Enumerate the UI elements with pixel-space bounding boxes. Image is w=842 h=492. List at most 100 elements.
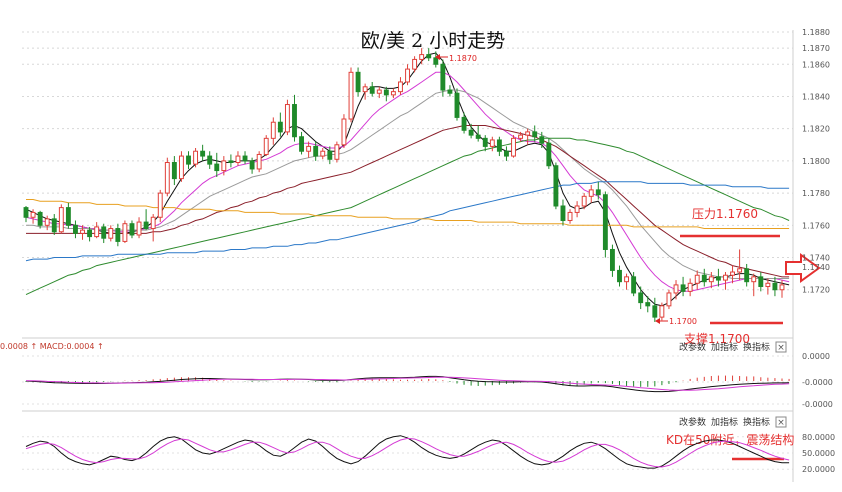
candle-body xyxy=(263,137,269,155)
candle-body xyxy=(419,54,425,60)
candle-body xyxy=(715,276,721,281)
price-tick-label: 1.1720 xyxy=(802,286,830,295)
price-axis: 1.1880 1.1870 1.1860 1.1840 1.1820 1.1800 1.17… xyxy=(802,28,830,295)
candle-body xyxy=(214,163,220,172)
macd-grid xyxy=(22,355,793,405)
candle-body xyxy=(412,58,418,70)
candle-body xyxy=(299,136,304,152)
resistance-label: 压力1.1760 xyxy=(692,207,758,221)
support-label: 支撑1.1700 xyxy=(684,331,750,346)
candle-body xyxy=(341,118,347,146)
candle-body xyxy=(37,211,43,226)
candle-body xyxy=(334,144,340,160)
macd-close-button[interactable] xyxy=(775,341,787,353)
candle-body xyxy=(659,305,665,318)
candle-body xyxy=(249,160,255,170)
candle-body xyxy=(398,81,403,93)
candle-body xyxy=(115,228,121,242)
kd-close-icon: × xyxy=(777,418,785,428)
candle-body xyxy=(744,268,750,283)
candle-body xyxy=(44,218,50,226)
kd-tick-label: 20.0000 xyxy=(802,465,835,474)
kd-params-button[interactable]: 改参数 xyxy=(679,416,706,428)
candle-body xyxy=(200,150,206,157)
candle-body xyxy=(150,216,156,230)
candle-body xyxy=(292,104,297,138)
candle-body xyxy=(186,155,191,165)
macd-params-button[interactable]: 改参数 xyxy=(679,341,706,353)
candle-body xyxy=(504,150,509,157)
macd-dea-line xyxy=(25,376,790,391)
low-marker-arrow xyxy=(655,318,660,324)
kd-add-indicator-button[interactable]: 加指标 xyxy=(711,416,738,428)
candle-body xyxy=(73,224,78,234)
candle-body xyxy=(383,89,389,96)
candle-body xyxy=(80,229,85,234)
price-tick-label: 1.1780 xyxy=(802,189,830,198)
candle-body xyxy=(447,89,453,94)
candle-body xyxy=(242,155,248,162)
candle-body xyxy=(532,131,538,138)
candle-body xyxy=(602,194,608,250)
candle-body xyxy=(122,223,128,242)
chart-title: 欧/美 2 小时走势 xyxy=(361,30,506,52)
kd-grid xyxy=(22,436,793,470)
high-marker-arrow xyxy=(435,54,440,60)
candle-body xyxy=(617,269,622,283)
candle-body xyxy=(87,229,93,238)
macd-header: 0.0008 ↑ MACD:0.0004 ↑ xyxy=(0,342,104,351)
candle-body xyxy=(489,139,495,147)
candle-body xyxy=(468,129,474,136)
candle-body xyxy=(673,284,679,294)
kd-close-button[interactable] xyxy=(775,416,787,428)
candle-body xyxy=(525,131,531,136)
candle-body xyxy=(687,282,693,292)
candle-body xyxy=(631,276,637,294)
candle-body xyxy=(624,276,630,283)
candlestick-series xyxy=(23,48,785,322)
kd-switch-indicator-button[interactable]: 换指标 xyxy=(743,416,770,428)
low-price-label: 1.1700 xyxy=(669,317,697,326)
price-tick-label: 1.1760 xyxy=(802,221,830,230)
candle-body xyxy=(143,221,149,230)
ma-line xyxy=(26,199,790,229)
candle-body xyxy=(108,228,114,239)
candle-body xyxy=(228,160,234,164)
candle-body xyxy=(207,155,213,165)
kd-annotation: KD在50附近，震荡结构 xyxy=(666,432,794,447)
candle-body xyxy=(256,153,262,170)
candle-body xyxy=(694,274,700,284)
candle-body xyxy=(313,145,319,157)
candle-body xyxy=(30,211,36,218)
ma-line xyxy=(25,137,790,296)
candle-body xyxy=(546,142,552,167)
candle-body xyxy=(164,162,170,194)
candle-body xyxy=(701,274,707,283)
candle-body xyxy=(171,162,177,180)
macd-tick-label: 0.0000 xyxy=(802,352,830,361)
candle-body xyxy=(426,54,432,59)
candle-body xyxy=(235,155,241,164)
candle-body xyxy=(680,284,686,292)
candle-body xyxy=(355,71,361,93)
kd-d-line xyxy=(25,437,790,468)
candle-body xyxy=(496,139,502,152)
candle-body xyxy=(101,226,107,239)
candle-body xyxy=(723,274,728,281)
candle-body xyxy=(708,276,714,283)
price-tick-label: 1.1800 xyxy=(802,157,830,166)
macd-switch-indicator-button[interactable]: 换指标 xyxy=(743,341,770,353)
candle-body xyxy=(666,292,672,307)
candle-body xyxy=(779,284,785,291)
candle-body xyxy=(758,276,764,288)
candle-body xyxy=(581,195,587,207)
macd-add-indicator-button[interactable]: 加指标 xyxy=(711,341,738,353)
macd-toolbar: 改参数 加指标 换指标 × xyxy=(679,341,787,353)
kd-series xyxy=(25,435,790,469)
candle-body xyxy=(440,63,446,91)
candle-body xyxy=(348,71,354,120)
candle-body xyxy=(588,189,594,197)
